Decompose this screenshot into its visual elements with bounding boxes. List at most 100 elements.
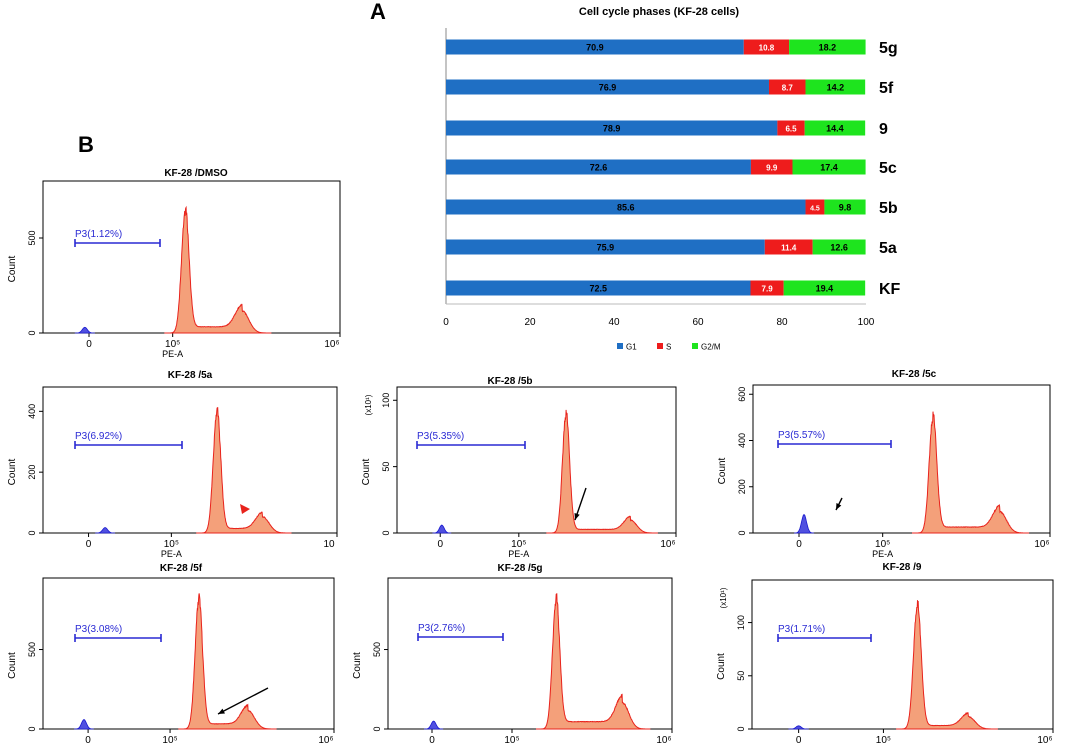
histogram-panel: KF-28 /DMSO 0 500 Count 0 10⁵ 10⁶ PE-A P3(1.12%) — [7, 168, 341, 514]
y-axis-label: Count — [7, 255, 18, 282]
y-axis-label: Count — [352, 652, 363, 679]
histogram-panel: KF-28 /9 0 50 100 Count (x10¹) 0 10⁵ 10⁶ P3(1.71%… — [716, 562, 1054, 744]
x-tick-label: 100 — [858, 317, 875, 328]
histogram-panel: KF-28 /5c 0 200 400 600 Count 0 10⁵ 10⁶ PE-A P3(5.… — [217, 369, 1051, 715]
y-tick-label: 400 — [737, 433, 747, 448]
annotation-arrow — [217, 687, 269, 715]
sub-g1-peak — [74, 719, 94, 730]
sub-g1-peak — [74, 326, 95, 334]
x-tick-label: 10⁵ — [165, 339, 180, 350]
histogram-title: KF-28 /5g — [497, 563, 542, 574]
plot-frame — [396, 386, 677, 534]
x-tick-label: 0 — [85, 735, 91, 744]
x-tick-label: 80 — [776, 317, 788, 328]
cell-cycle-histogram — [896, 600, 998, 730]
x-tick-label: 0 — [796, 735, 802, 744]
y-axis-label: Count — [7, 458, 18, 485]
bar-g2m-KF — [783, 280, 866, 296]
y-tick-label: 200 — [27, 465, 37, 480]
y-tick-label: 0 — [381, 530, 391, 535]
y-tick-label: 500 — [27, 230, 37, 245]
histogram-title: KF-28 /5a — [168, 370, 213, 381]
cell-cycle-bar-chart: Cell cycle phases (KF-28 cells) 0 20 40 60 80… — [443, 6, 900, 352]
y-axis-label: Count — [716, 653, 727, 680]
sub-g1-peak — [432, 524, 452, 534]
x-tick-label: 10⁵ — [164, 539, 179, 550]
data-label: 12.6 — [830, 243, 848, 253]
histogram-title: KF-28 /9 — [883, 562, 922, 573]
bar-g1-5f — [446, 79, 769, 95]
category-label: 5b — [879, 200, 898, 217]
plot-frame — [752, 384, 1051, 534]
legend-label: S — [666, 343, 671, 352]
y-unit-label: (x10¹) — [719, 587, 728, 608]
chart-title: Cell cycle phases (KF-28 cells) — [579, 6, 740, 18]
y-axis-label: Count — [361, 458, 372, 485]
panel-label-b: B — [78, 132, 94, 157]
data-label: 11.4 — [781, 244, 797, 253]
x-tick-label: 0 — [429, 735, 435, 744]
plot-frame — [42, 577, 335, 730]
legend-label: G2/M — [701, 343, 721, 352]
sub-g1-peak — [424, 720, 444, 730]
bar-s-5a — [764, 239, 813, 255]
y-tick-label: 0 — [27, 530, 37, 535]
histogram-panel: KF-28 /5b 0 50 100 Count (x10¹) 0 10⁵ 10⁶ PE-A P3(… — [361, 376, 843, 559]
plot-frame — [387, 577, 673, 730]
data-label: 72.6 — [590, 163, 608, 173]
x-tick-label: 10⁵ — [511, 539, 526, 550]
legend-swatch-g2m — [692, 343, 698, 349]
y-tick-label: 100 — [381, 393, 391, 408]
x-tick-label: 0 — [86, 339, 92, 350]
category-label: 9 — [879, 121, 888, 138]
y-tick-label: 100 — [736, 615, 746, 630]
gate-label: P3(1.71%) — [778, 624, 825, 635]
y-tick-label: 0 — [27, 726, 37, 731]
bar-g1-5b — [446, 199, 806, 215]
histogram-title: KF-28 /DMSO — [164, 168, 228, 179]
gate-label: P3(2.76%) — [418, 623, 465, 634]
histogram-title: KF-28 /5b — [487, 376, 532, 387]
bar-g1-5a — [446, 239, 765, 255]
data-label: 78.9 — [603, 124, 621, 134]
cell-cycle-histogram — [164, 205, 272, 334]
bar-g1-5c — [446, 159, 751, 175]
x-tick-label: 10⁵ — [162, 735, 177, 744]
category-label: 5g — [879, 40, 898, 57]
bar-s-KF — [750, 280, 784, 296]
x-tick-label: 10⁶ — [1034, 539, 1049, 550]
y-tick-label: 0 — [372, 726, 382, 731]
x-tick-label: 10⁶ — [318, 735, 333, 744]
y-tick-label: 50 — [381, 462, 391, 472]
category-label: 5f — [879, 80, 894, 97]
data-label: 6.5 — [785, 125, 797, 134]
x-tick-label: 10⁵ — [875, 539, 890, 550]
y-axis-label: Count — [7, 652, 18, 679]
data-label: 75.9 — [597, 243, 615, 253]
data-label: 9.8 — [839, 203, 852, 213]
x-tick-label: 0 — [443, 317, 449, 328]
histogram-title: KF-28 /5f — [160, 563, 203, 574]
histogram-title: KF-28 /5c — [892, 369, 937, 380]
gate-label: P3(1.12%) — [75, 229, 122, 240]
category-label: 5c — [879, 160, 897, 177]
y-unit-label: (x10¹) — [364, 394, 373, 415]
y-axis-label: Count — [717, 457, 728, 484]
y-tick-label: 400 — [27, 404, 37, 419]
x-tick-label: 10⁵ — [876, 735, 891, 744]
x-axis-label: PE-A — [161, 549, 182, 559]
legend-swatch-g1 — [617, 343, 623, 349]
data-label: 19.4 — [816, 284, 834, 294]
category-label: KF — [879, 281, 901, 298]
data-label: 7.9 — [762, 285, 774, 294]
x-tick-label: 10⁶ — [1037, 735, 1052, 744]
gate-label: P3(5.35%) — [417, 431, 464, 442]
bar-s-5b — [805, 199, 825, 215]
bar-g1-5g — [446, 39, 744, 55]
y-tick-label: 0 — [736, 726, 746, 731]
y-tick-label: 500 — [372, 642, 382, 657]
bar-g2m-9 — [804, 120, 866, 136]
x-tick-label: 60 — [692, 317, 704, 328]
